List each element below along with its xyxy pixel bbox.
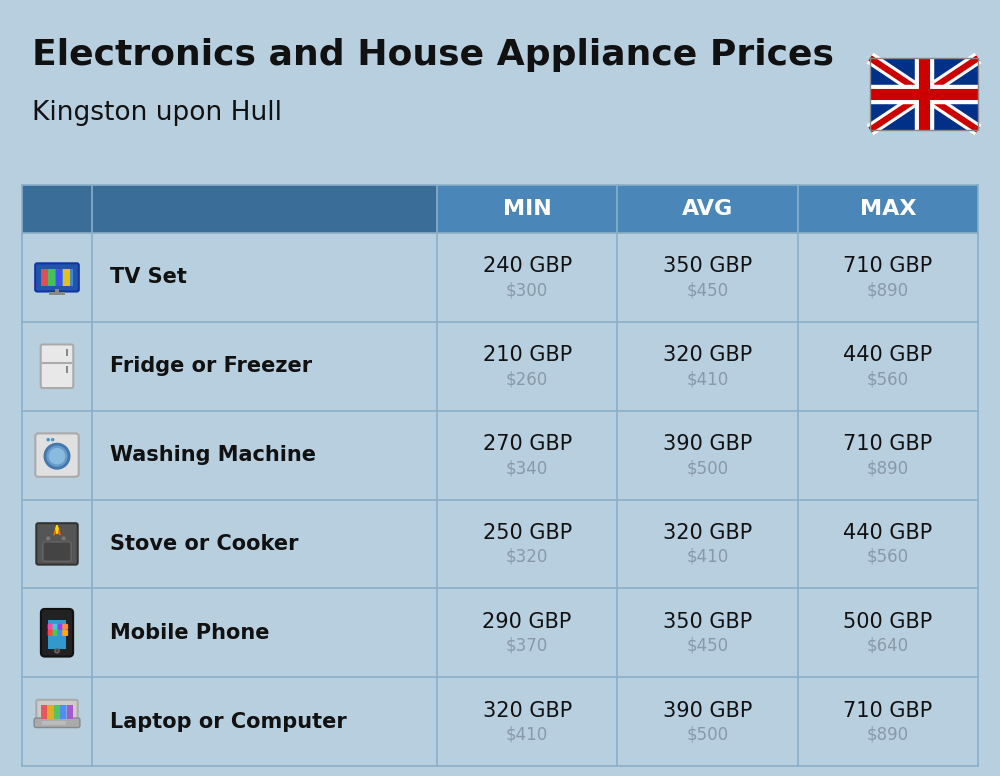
- FancyBboxPatch shape: [57, 630, 63, 636]
- Text: $890: $890: [867, 726, 909, 743]
- Bar: [22, 185, 437, 233]
- Text: $890: $890: [867, 459, 909, 477]
- Text: 440 GBP: 440 GBP: [843, 523, 932, 543]
- Text: AVG: AVG: [682, 199, 733, 219]
- Text: $370: $370: [506, 637, 548, 655]
- Text: 250 GBP: 250 GBP: [483, 523, 572, 543]
- FancyBboxPatch shape: [48, 630, 54, 636]
- FancyBboxPatch shape: [36, 523, 78, 565]
- Bar: [48, 619, 66, 649]
- Text: $500: $500: [686, 459, 729, 477]
- Text: $410: $410: [686, 370, 729, 388]
- Bar: [60, 705, 66, 719]
- Bar: [41, 705, 47, 719]
- Text: 350 GBP: 350 GBP: [663, 611, 752, 632]
- Bar: [66, 348, 68, 356]
- Text: $500: $500: [686, 726, 729, 743]
- Text: MAX: MAX: [860, 199, 916, 219]
- Text: TV Set: TV Set: [110, 268, 187, 287]
- Circle shape: [61, 535, 66, 542]
- Text: $450: $450: [686, 637, 729, 655]
- Text: Stove or Cooker: Stove or Cooker: [110, 534, 298, 554]
- Text: Electronics and House Appliance Prices: Electronics and House Appliance Prices: [32, 38, 834, 72]
- Text: 500 GBP: 500 GBP: [843, 611, 932, 632]
- Bar: [22, 677, 978, 766]
- Bar: [54, 705, 60, 719]
- Bar: [63, 269, 70, 286]
- Text: 710 GBP: 710 GBP: [843, 701, 932, 721]
- Text: 710 GBP: 710 GBP: [843, 434, 932, 454]
- Text: Kingston upon Hull: Kingston upon Hull: [32, 100, 282, 126]
- Text: $640: $640: [867, 637, 909, 655]
- Text: 240 GBP: 240 GBP: [483, 256, 572, 276]
- Text: 390 GBP: 390 GBP: [663, 701, 752, 721]
- Text: 390 GBP: 390 GBP: [663, 434, 752, 454]
- Text: 320 GBP: 320 GBP: [483, 701, 572, 721]
- Bar: [22, 322, 978, 411]
- Circle shape: [51, 438, 54, 442]
- FancyBboxPatch shape: [36, 700, 78, 722]
- Text: Mobile Phone: Mobile Phone: [110, 623, 270, 643]
- Bar: [870, 58, 978, 130]
- Circle shape: [45, 444, 69, 468]
- FancyBboxPatch shape: [52, 624, 58, 630]
- Bar: [67, 705, 73, 719]
- Text: 440 GBP: 440 GBP: [843, 345, 932, 365]
- Bar: [22, 411, 978, 500]
- FancyBboxPatch shape: [57, 624, 63, 630]
- Bar: [22, 588, 978, 677]
- Text: $560: $560: [867, 370, 909, 388]
- FancyBboxPatch shape: [48, 624, 54, 630]
- Text: 320 GBP: 320 GBP: [663, 345, 752, 365]
- Text: 710 GBP: 710 GBP: [843, 256, 932, 276]
- Text: $410: $410: [686, 548, 729, 566]
- Text: 270 GBP: 270 GBP: [483, 434, 572, 454]
- FancyBboxPatch shape: [41, 609, 73, 656]
- Bar: [47, 705, 54, 719]
- Circle shape: [55, 649, 59, 653]
- Text: Laptop or Computer: Laptop or Computer: [110, 712, 347, 732]
- Bar: [49, 293, 65, 295]
- FancyBboxPatch shape: [35, 263, 79, 292]
- Bar: [22, 233, 978, 322]
- Bar: [41, 269, 48, 286]
- Text: Washing Machine: Washing Machine: [110, 445, 316, 465]
- Bar: [55, 289, 59, 293]
- FancyBboxPatch shape: [52, 630, 58, 636]
- Bar: [870, 58, 978, 130]
- FancyBboxPatch shape: [43, 542, 71, 561]
- FancyBboxPatch shape: [62, 630, 68, 636]
- Text: $320: $320: [506, 548, 548, 566]
- Bar: [41, 269, 73, 286]
- Polygon shape: [54, 525, 60, 535]
- Bar: [42, 721, 66, 725]
- Circle shape: [49, 448, 65, 465]
- Text: $450: $450: [686, 282, 729, 300]
- Polygon shape: [56, 525, 58, 534]
- FancyBboxPatch shape: [34, 718, 80, 728]
- FancyBboxPatch shape: [35, 433, 79, 476]
- Text: 290 GBP: 290 GBP: [482, 611, 572, 632]
- FancyBboxPatch shape: [41, 345, 73, 388]
- Text: $560: $560: [867, 548, 909, 566]
- Bar: [41, 705, 73, 719]
- Text: 320 GBP: 320 GBP: [663, 523, 752, 543]
- Bar: [48, 269, 55, 286]
- Bar: [22, 500, 978, 588]
- FancyBboxPatch shape: [62, 624, 68, 630]
- Circle shape: [45, 535, 51, 542]
- Text: MIN: MIN: [503, 199, 552, 219]
- Bar: [66, 366, 68, 372]
- Bar: [22, 185, 978, 233]
- Text: $410: $410: [506, 726, 548, 743]
- Text: Fridge or Freezer: Fridge or Freezer: [110, 356, 312, 376]
- Bar: [56, 269, 62, 286]
- Circle shape: [46, 438, 50, 442]
- Text: $300: $300: [506, 282, 548, 300]
- Text: $260: $260: [506, 370, 548, 388]
- Text: $890: $890: [867, 282, 909, 300]
- Text: 350 GBP: 350 GBP: [663, 256, 752, 276]
- Text: $340: $340: [506, 459, 548, 477]
- Text: 210 GBP: 210 GBP: [483, 345, 572, 365]
